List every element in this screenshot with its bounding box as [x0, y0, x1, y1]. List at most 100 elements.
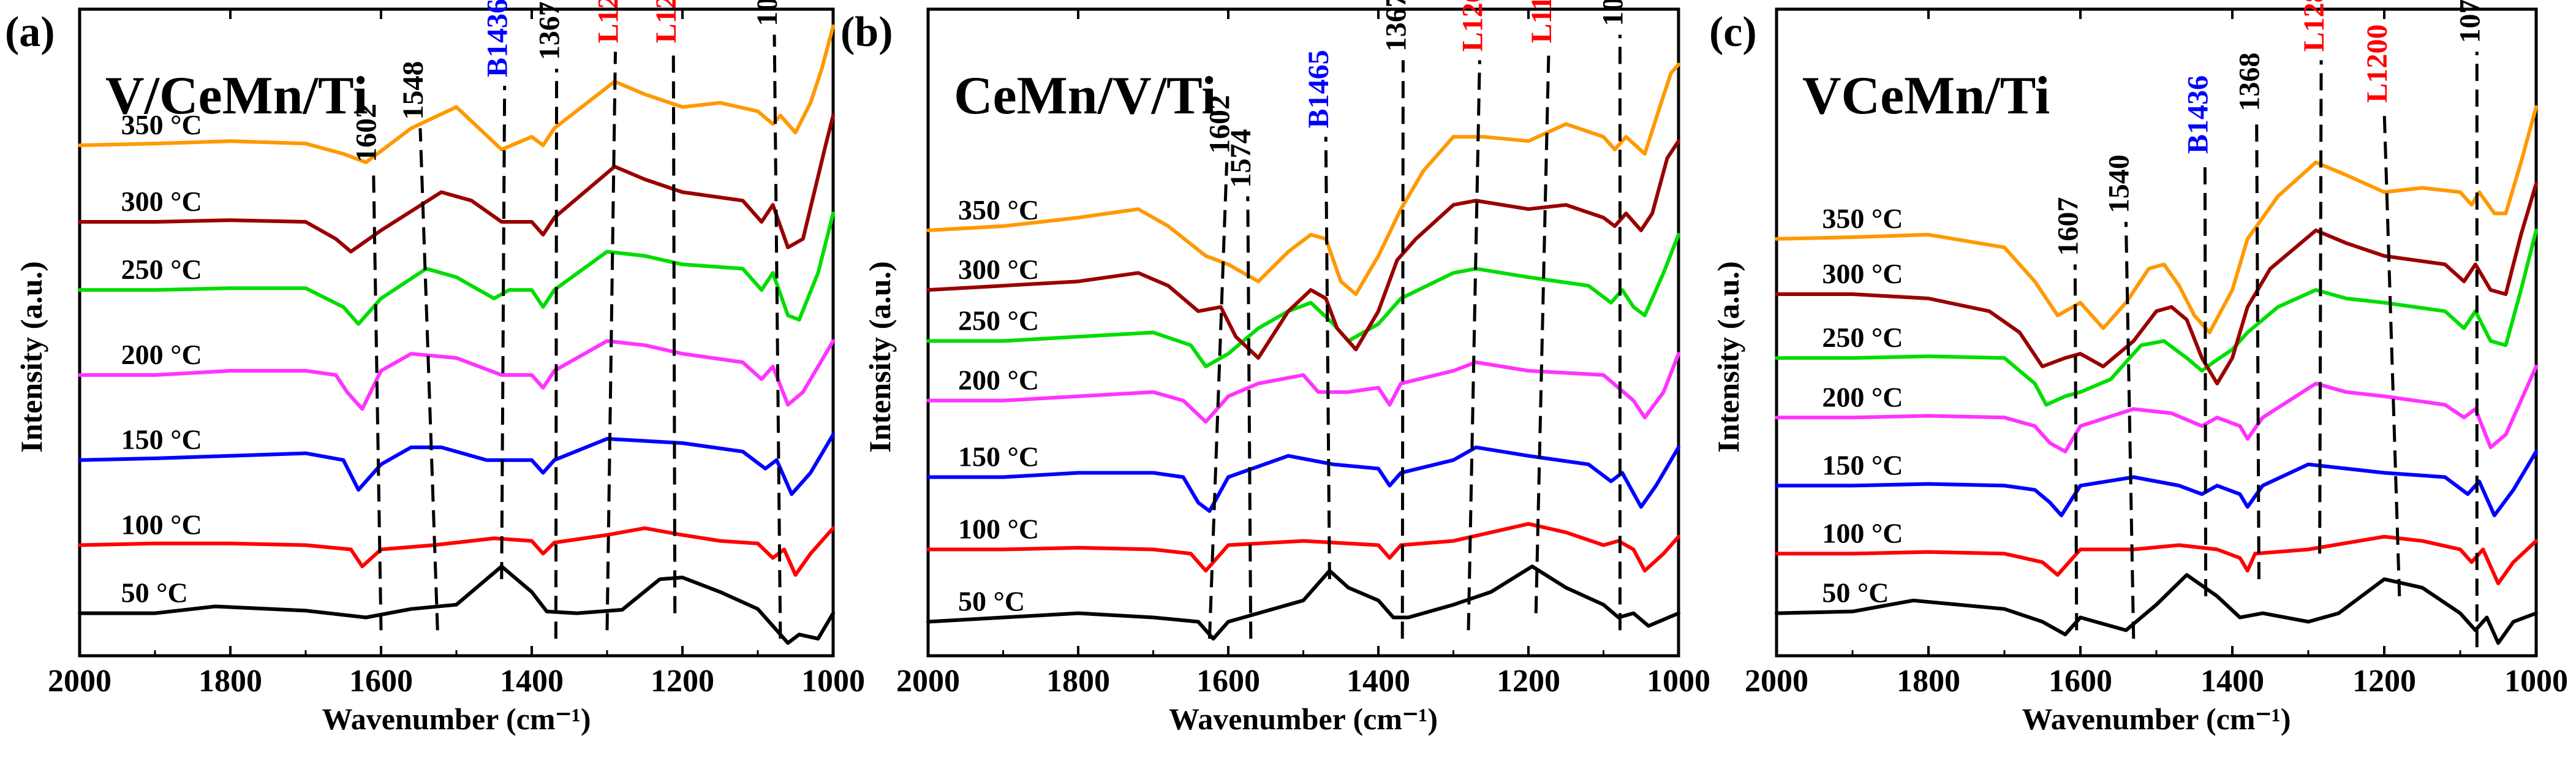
temperature-label: 300 °C: [958, 254, 1039, 285]
temperature-label: 200 °C: [1822, 381, 1903, 412]
panel-letter: (a): [5, 9, 55, 56]
series-line: [1775, 181, 2538, 385]
peak-marker-line: [2255, 120, 2261, 580]
peak-marker-line: [605, 51, 618, 631]
temperature-label: 50 °C: [958, 585, 1025, 617]
peak-marker-line: [500, 85, 507, 580]
series-line: [78, 339, 835, 411]
series-line: [1775, 449, 2538, 517]
x-tick-label: 2000: [48, 664, 111, 699]
peak-marker-line: [1207, 162, 1229, 639]
peak-label: 1602: [1204, 95, 1236, 154]
series-line: [926, 63, 1680, 296]
peak-label: 1540: [2102, 154, 2135, 213]
peak-marker-line: [772, 34, 782, 639]
x-tick-label: 1400: [2200, 664, 2264, 699]
temperature-label: 200 °C: [958, 365, 1039, 396]
peak-label: L1283: [2298, 0, 2330, 51]
temperature-label: 100 °C: [958, 513, 1039, 544]
temperature-label: 350 °C: [958, 194, 1039, 226]
peak-label: B1465: [1302, 50, 1335, 128]
x-tick-label: 2000: [1745, 664, 1808, 699]
x-tick-label: 1000: [801, 664, 865, 699]
panel-3: (c) VCeMn/Ti 2000 1800 1600 1400 1200 1000 Waven…: [1709, 0, 2568, 736]
peak-label: 1602: [350, 104, 383, 162]
peak-marker-line: [2124, 221, 2136, 639]
x-tick-label: 1200: [1497, 664, 1560, 699]
peak-label: B1436: [482, 0, 514, 77]
series-line: [926, 232, 1680, 368]
x-tick-label: 2000: [896, 664, 960, 699]
series-line: [78, 564, 835, 645]
x-tick-label: 1600: [349, 664, 413, 699]
temperature-label: 300 °C: [1822, 258, 1903, 289]
x-tick-label: 1800: [1897, 664, 1960, 699]
x-tick-label: 1200: [651, 664, 714, 699]
peak-marker-line: [1534, 51, 1551, 613]
peak-marker-line: [2382, 111, 2401, 596]
temperature-label: 100 °C: [1822, 517, 1903, 549]
series-line: [78, 433, 835, 496]
series-line: [1775, 365, 2538, 454]
peak-label: L1212: [650, 0, 682, 44]
peak-label: L1289: [592, 0, 625, 44]
temperature-label: 150 °C: [121, 424, 202, 455]
y-axis-label: Intensity (a.u.): [863, 261, 897, 453]
peak-marker-line: [2318, 60, 2323, 554]
peak-label: 1078: [751, 0, 784, 26]
peak-marker-line: [372, 170, 383, 631]
series-line: [1775, 573, 2538, 645]
series-line: [78, 211, 835, 326]
peak-label: B1436: [2181, 75, 2214, 154]
peak-label: L1173: [1525, 0, 1558, 44]
temperature-label: 350 °C: [1822, 203, 1903, 234]
peak-label: 1367: [1380, 0, 1412, 51]
panel-letter: (b): [840, 9, 893, 56]
x-tick-label: 1600: [1196, 664, 1260, 699]
temperature-label: 150 °C: [958, 441, 1039, 472]
y-axis-label: Intensity (a.u.): [14, 261, 48, 453]
peak-label: 1548: [397, 61, 429, 120]
temperature-label: 250 °C: [1822, 322, 1903, 353]
series-line: [926, 522, 1680, 573]
temperature-label: 50 °C: [1822, 577, 1889, 609]
x-tick-label: 1400: [500, 664, 564, 699]
peak-marker-line: [418, 128, 439, 631]
x-tick-label: 1000: [1647, 664, 1710, 699]
temperature-label: 350 °C: [121, 109, 202, 140]
peak-label: 1367: [534, 1, 566, 60]
y-axis-label: Intensity (a.u.): [1711, 261, 1745, 453]
peak-label: 1607: [2052, 197, 2084, 256]
temperature-label: 100 °C: [121, 509, 202, 541]
series-line: [78, 24, 835, 164]
x-tick-label: 1400: [1347, 664, 1410, 699]
series-line: [78, 113, 835, 254]
x-axis-label: Wavenumber (cm⁻¹): [2022, 702, 2291, 736]
x-tick-label: 1800: [1046, 664, 1110, 699]
x-axis-label: Wavenumber (cm⁻¹): [1169, 702, 1438, 736]
peak-label: L1265: [1456, 0, 1489, 51]
temperature-label: 50 °C: [121, 577, 188, 609]
temperature-label: 300 °C: [121, 186, 202, 217]
x-tick-label: 1000: [2504, 664, 2568, 699]
series-line: [926, 139, 1680, 360]
panel-title: CeMn/V/Ti: [954, 66, 1217, 126]
peak-label: 1078: [1596, 0, 1629, 26]
x-tick-label: 1200: [2352, 664, 2416, 699]
peak-marker-line: [1246, 196, 1253, 639]
panel-letter: (c): [1709, 9, 1757, 56]
x-tick-label: 1600: [2049, 664, 2112, 699]
panel-1: (a) V/CeMn/Ti 2000 1800 1600 1400 1200 1000 Wave…: [5, 0, 865, 736]
peak-label: 1574: [1225, 129, 1257, 188]
peak-marker-line: [671, 51, 677, 613]
series-line: [926, 445, 1680, 513]
temperature-label: 200 °C: [121, 339, 202, 370]
panel-title: VCeMn/Ti: [1802, 66, 2050, 126]
series-line: [1775, 228, 2538, 407]
x-tick-label: 1800: [198, 664, 262, 699]
peak-marker-line: [2073, 264, 2079, 631]
panel-title: V/CeMn/Ti: [105, 66, 368, 126]
peak-marker-line: [1467, 60, 1481, 631]
peak-label: 1078: [2453, 0, 2486, 44]
